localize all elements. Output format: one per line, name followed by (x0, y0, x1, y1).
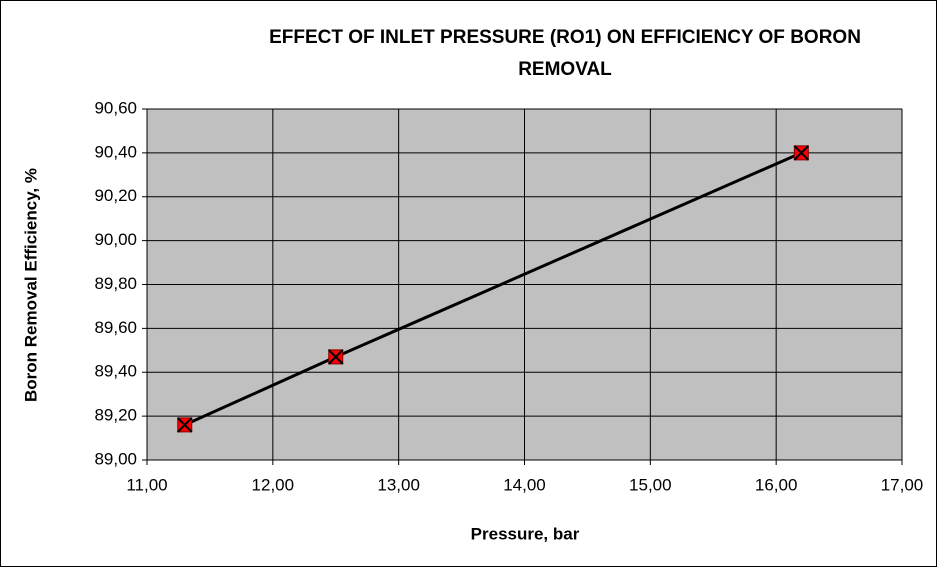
marker-cross (177, 417, 193, 433)
chart-title: EFFECT OF INLET PRESSURE (RO1) ON EFFICI… (269, 27, 861, 80)
y-tick-label: 90,00 (94, 230, 137, 249)
y-tick-label: 89,40 (94, 362, 137, 381)
marker-cross (793, 145, 810, 161)
x-tick-label: 16,00 (755, 475, 798, 494)
x-tick-label: 11,00 (126, 475, 167, 494)
x-tick-label: 12,00 (252, 475, 295, 494)
x-axis-label: Pressure, bar (471, 524, 580, 543)
x-tick-label: 15,00 (629, 475, 672, 494)
y-tick-label: 89,20 (94, 406, 137, 425)
y-tick-label: 89,00 (94, 449, 137, 468)
y-axis-label: Boron Removal Efficiency, % (21, 168, 40, 402)
x-tick-label: 13,00 (377, 475, 420, 494)
y-tick-label: 89,60 (94, 318, 137, 337)
y-tick-label: 90,20 (94, 186, 137, 205)
x-tick-label: 14,00 (503, 475, 546, 494)
y-tick-label: 90,40 (94, 142, 137, 161)
y-tick-label: 89,80 (94, 274, 137, 293)
x-tick-label: 17,00 (881, 475, 924, 494)
marker-cross (328, 349, 344, 365)
y-tick-label: 90,60 (94, 98, 137, 117)
